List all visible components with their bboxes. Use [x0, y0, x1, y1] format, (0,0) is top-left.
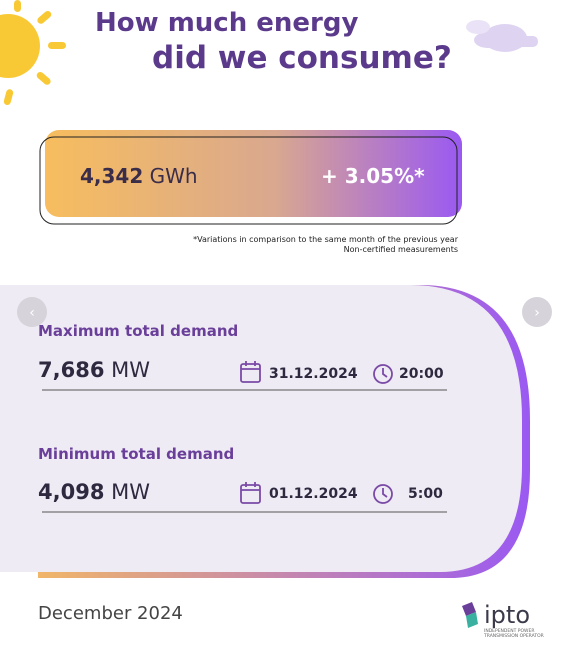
note: *Variations in comparison to the same mo…	[193, 235, 458, 244]
panel	[0, 285, 522, 572]
value: 4,098	[38, 480, 105, 504]
next-icon: ›	[534, 305, 540, 321]
sun	[0, 0, 66, 105]
unit: MW	[111, 358, 151, 382]
unit: GWh	[149, 164, 198, 188]
note: Non-certified measurements	[343, 245, 458, 254]
demand-label: Maximum total demand	[38, 322, 239, 340]
demand-value: 7,686 MW	[38, 358, 150, 382]
unit: MW	[111, 480, 151, 504]
next-button[interactable]	[522, 297, 552, 327]
title: How much energy	[95, 8, 359, 38]
icons	[240, 361, 393, 504]
energy-outline	[39, 136, 458, 225]
prev-button[interactable]	[17, 297, 47, 327]
energy-value: 4,342 GWh	[80, 164, 198, 188]
date: 01.12.2024	[269, 486, 358, 502]
logo-subtitle: INDEPENDENT POWER TRANSMISSION OPERATOR	[484, 629, 544, 639]
prev-icon: ‹	[29, 305, 35, 321]
date: 31.12.2024	[269, 366, 358, 382]
logo-mark	[462, 602, 478, 628]
logo: ipto	[484, 601, 530, 629]
energy-change: + 3.05%*	[321, 164, 425, 188]
value: 7,686	[38, 358, 105, 382]
demand-value: 4,098 MW	[38, 480, 150, 504]
demand-label: Minimum total demand	[38, 445, 235, 463]
title: did we consume?	[152, 40, 452, 76]
period: December 2024	[38, 603, 183, 624]
time: 20:00	[399, 366, 444, 382]
time: 5:00	[408, 486, 443, 502]
cloud	[466, 20, 538, 52]
energy-box	[45, 130, 462, 217]
value: 4,342	[80, 164, 144, 188]
